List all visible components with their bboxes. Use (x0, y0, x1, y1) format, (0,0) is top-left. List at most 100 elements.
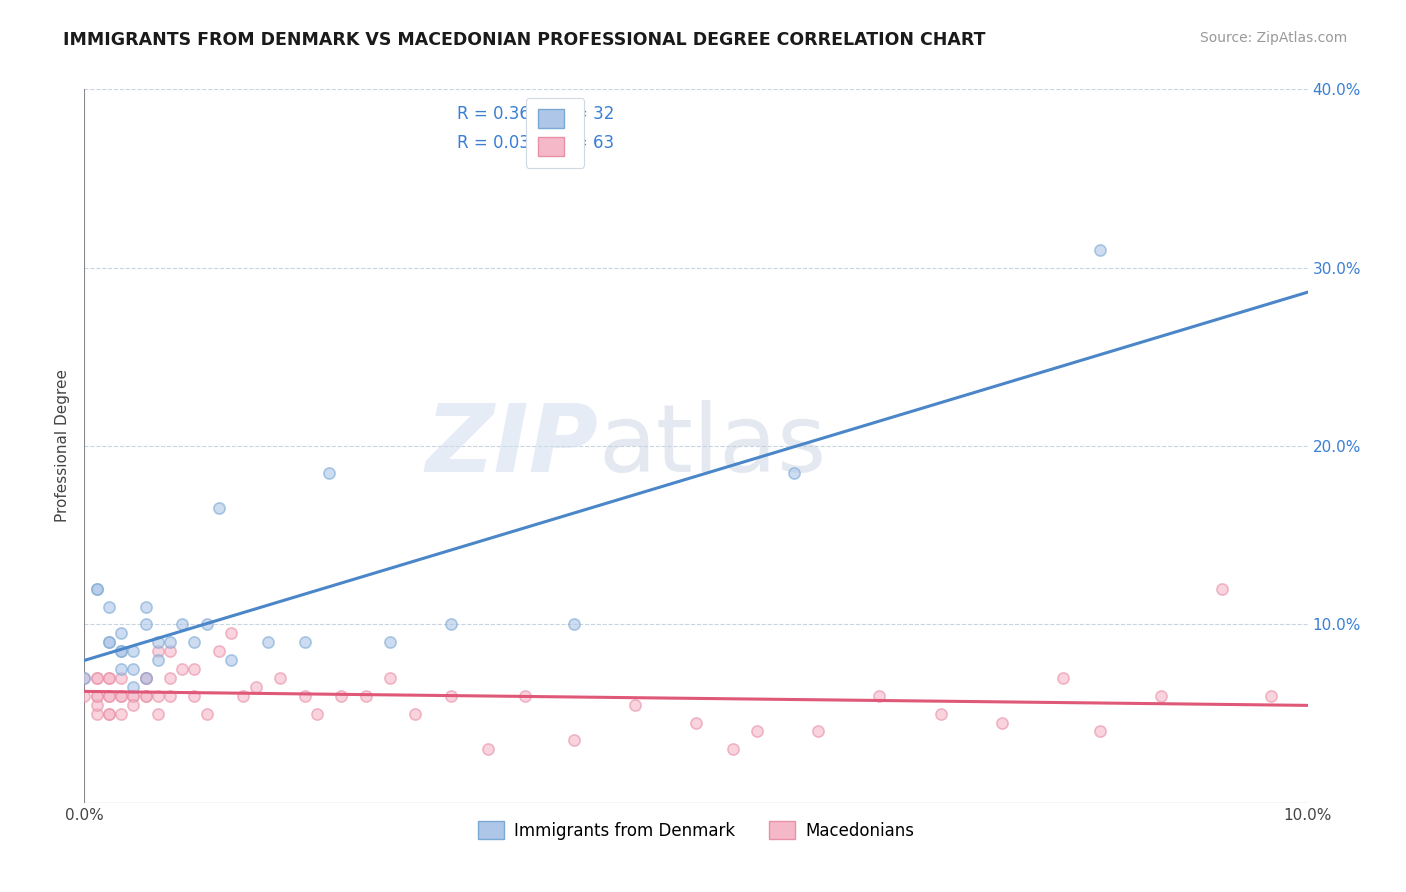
Point (86, 706, 108, 721)
Point (318, 466, 340, 480)
Point (721, 742, 744, 756)
Point (354, 689, 377, 703)
Point (110, 706, 132, 721)
Point (135, 617, 157, 632)
Text: ZIP: ZIP (425, 400, 598, 492)
Point (122, 698, 145, 712)
Point (172, 662, 194, 676)
Point (294, 689, 316, 703)
Point (1088, 724, 1111, 739)
Point (110, 689, 132, 703)
Point (122, 689, 145, 703)
Point (135, 599, 157, 614)
Point (110, 689, 132, 703)
Point (86, 689, 108, 703)
Point (183, 662, 205, 676)
Point (1088, 243, 1111, 257)
Point (110, 644, 132, 658)
Point (146, 689, 169, 703)
Point (86, 671, 108, 685)
Point (122, 644, 145, 658)
Point (172, 617, 194, 632)
Point (869, 689, 891, 703)
Point (747, 724, 769, 739)
Point (97, 635, 120, 649)
Point (440, 617, 463, 632)
Point (86, 582, 108, 596)
Point (135, 671, 157, 685)
Point (1150, 689, 1173, 703)
Point (97, 599, 120, 614)
Point (245, 680, 267, 694)
Point (110, 662, 132, 676)
Point (991, 715, 1014, 730)
Point (257, 635, 280, 649)
Point (110, 644, 132, 658)
Point (97, 706, 120, 721)
Point (159, 635, 181, 649)
Point (1211, 582, 1233, 596)
Point (86, 582, 108, 596)
Point (330, 689, 353, 703)
Text: Source: ZipAtlas.com: Source: ZipAtlas.com (1199, 31, 1347, 45)
Point (305, 706, 328, 721)
Text: atlas: atlas (598, 400, 827, 492)
Point (122, 662, 145, 676)
Point (380, 671, 402, 685)
Point (86, 698, 108, 712)
Text: R = 0.039   N = 63: R = 0.039 N = 63 (457, 134, 614, 152)
Point (208, 501, 231, 516)
Point (269, 671, 291, 685)
Point (135, 671, 157, 685)
Point (146, 706, 169, 721)
Point (135, 689, 157, 703)
Point (73, 671, 96, 685)
Point (195, 617, 218, 632)
Point (624, 698, 647, 712)
Point (183, 689, 205, 703)
Point (807, 724, 830, 739)
Point (232, 689, 254, 703)
Point (404, 706, 426, 721)
Text: R = 0.363   N = 32: R = 0.363 N = 32 (457, 105, 614, 123)
Point (1052, 671, 1074, 685)
Point (73, 671, 96, 685)
Point (73, 689, 96, 703)
Point (110, 626, 132, 640)
Point (159, 644, 181, 658)
Point (135, 689, 157, 703)
Point (146, 653, 169, 667)
Point (208, 644, 231, 658)
Point (513, 689, 536, 703)
Point (685, 715, 707, 730)
Point (86, 689, 108, 703)
Point (440, 689, 463, 703)
Point (562, 733, 585, 747)
Point (146, 635, 169, 649)
Point (97, 689, 120, 703)
Point (562, 617, 585, 632)
Point (195, 706, 218, 721)
Point (110, 671, 132, 685)
Point (1260, 689, 1282, 703)
Point (97, 671, 120, 685)
Point (219, 626, 242, 640)
Point (97, 689, 120, 703)
Point (477, 742, 499, 756)
Point (380, 635, 402, 649)
Point (146, 644, 169, 658)
Point (183, 635, 205, 649)
Point (97, 671, 120, 685)
Point (219, 653, 242, 667)
Y-axis label: Professional Degree: Professional Degree (55, 369, 70, 523)
Point (122, 680, 145, 694)
Point (86, 671, 108, 685)
Point (294, 635, 316, 649)
Legend: Immigrants from Denmark, Macedonians: Immigrants from Denmark, Macedonians (470, 814, 922, 848)
Point (135, 671, 157, 685)
Point (97, 635, 120, 649)
Point (122, 689, 145, 703)
Point (159, 671, 181, 685)
Point (97, 706, 120, 721)
Text: IMMIGRANTS FROM DENMARK VS MACEDONIAN PROFESSIONAL DEGREE CORRELATION CHART: IMMIGRANTS FROM DENMARK VS MACEDONIAN PR… (63, 31, 986, 49)
